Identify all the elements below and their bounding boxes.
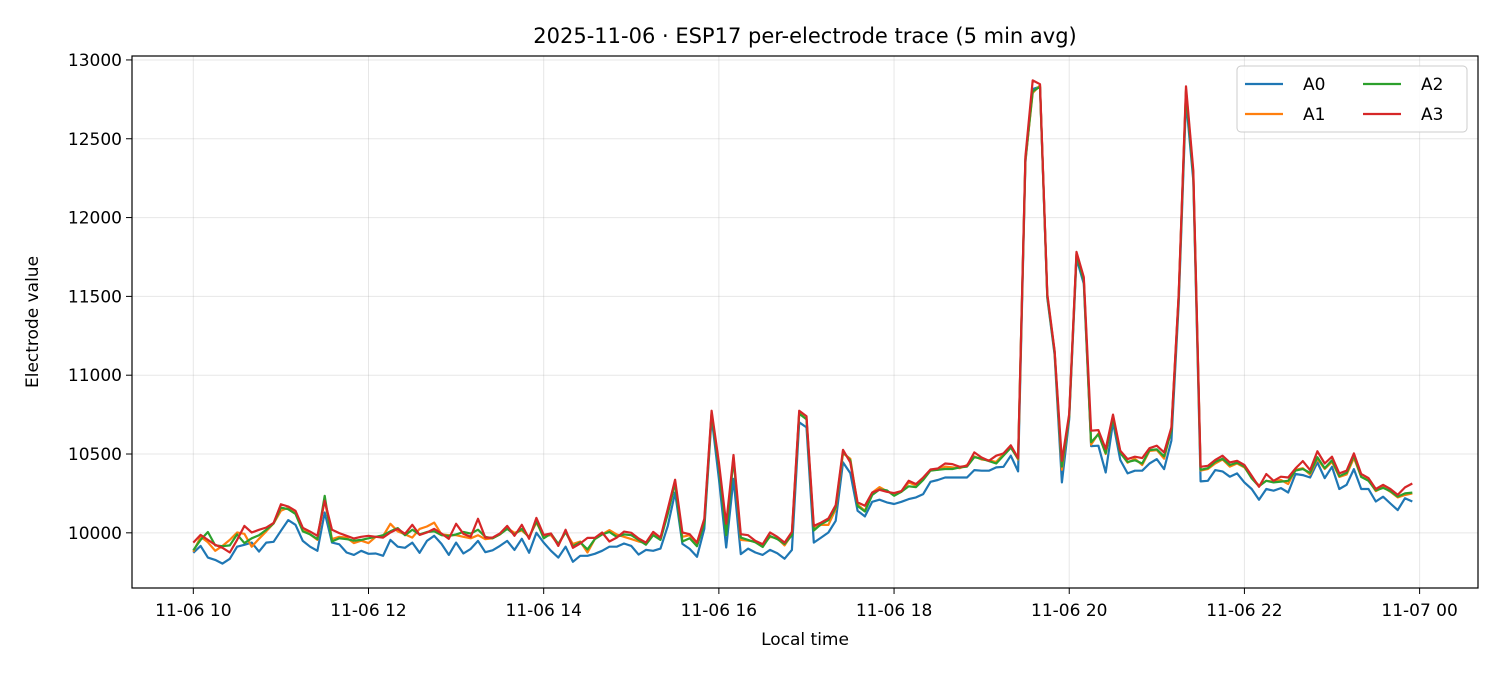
- x-tick-label: 11-06 18: [856, 601, 932, 621]
- legend-label-a2: A2: [1421, 75, 1443, 95]
- legend-box: [1236, 65, 1468, 133]
- y-tick-label: 12500: [68, 130, 122, 150]
- y-axis-ticks: 10000 10500 11000 11500 12000 12500 13000: [68, 51, 132, 544]
- x-tick-label: 11-06 16: [681, 601, 757, 621]
- chart-title: 2025-11-06 · ESP17 per-electrode trace (…: [533, 24, 1076, 48]
- plot-frame: [131, 55, 1479, 589]
- y-tick-label: 11000: [68, 366, 122, 386]
- legend-label-a3: A3: [1421, 105, 1443, 125]
- y-tick-label: 12000: [68, 209, 122, 229]
- x-tick-label: 11-06 12: [330, 601, 406, 621]
- grid: [132, 56, 1478, 588]
- x-tick-label: 11-06 14: [505, 601, 581, 621]
- y-tick-label: 11500: [68, 287, 122, 307]
- x-tick-label: 11-06 20: [1031, 601, 1107, 621]
- legend: A0 A1 A2 A3: [1236, 65, 1468, 133]
- x-tick-label: 11-06 10: [155, 601, 231, 621]
- x-tick-label: 11-07 00: [1381, 601, 1457, 621]
- y-tick-label: 13000: [68, 51, 122, 71]
- x-axis-label: Local time: [761, 630, 849, 650]
- x-tick-label: 11-06 22: [1206, 601, 1282, 621]
- series-line-a3: [192, 79, 1413, 554]
- legend-label-a1: A1: [1303, 105, 1325, 125]
- legend-label-a0: A0: [1303, 75, 1325, 95]
- series-line-a0: [192, 85, 1413, 565]
- y-tick-label: 10000: [68, 524, 122, 544]
- y-tick-label: 10500: [68, 445, 122, 465]
- x-axis-ticks: 11-06 10 11-06 12 11-06 14 11-06 16 11-06 18…: [155, 588, 1458, 621]
- y-axis-label: Electrode value: [23, 256, 43, 388]
- series-lines: [192, 79, 1413, 565]
